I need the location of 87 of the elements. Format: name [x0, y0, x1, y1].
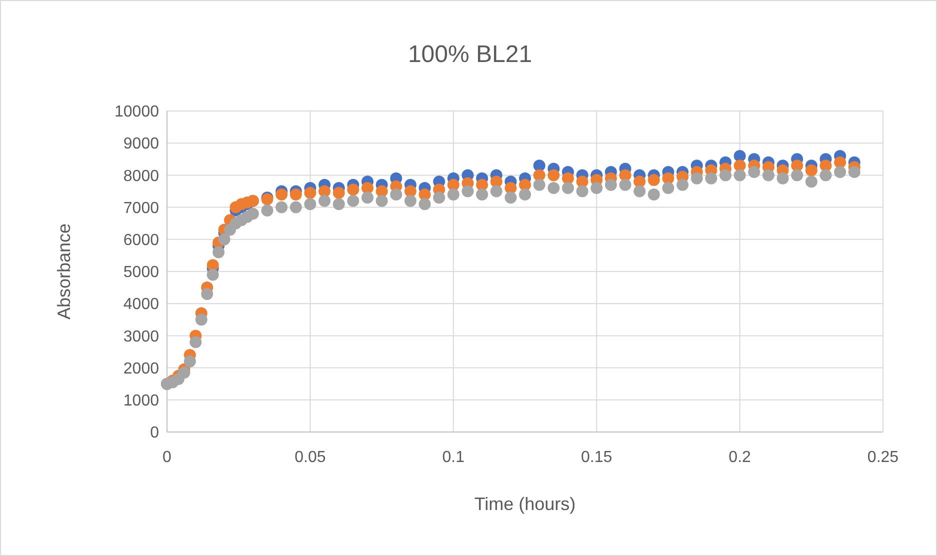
point	[634, 176, 646, 188]
y-tick-label: 4000	[123, 296, 160, 314]
point	[184, 355, 196, 368]
point	[504, 192, 517, 204]
y-tick-label: 10000	[114, 104, 160, 121]
point	[433, 192, 446, 204]
y-tick-label: 2000	[123, 360, 160, 378]
y-axis-title: Absorbance	[54, 223, 74, 320]
point	[476, 188, 488, 200]
x-tick-label: 0.2	[728, 449, 752, 466]
point	[347, 184, 360, 196]
point	[347, 194, 360, 207]
point	[805, 176, 818, 188]
point	[604, 178, 617, 191]
point	[820, 169, 832, 182]
point	[178, 366, 190, 379]
point	[548, 182, 560, 194]
chart-title: 100% BL21	[408, 41, 532, 68]
point	[533, 160, 546, 172]
point	[676, 178, 689, 191]
point	[548, 169, 560, 182]
point	[490, 176, 502, 188]
y-tick-label: 9000	[123, 136, 160, 153]
point	[318, 194, 331, 207]
point	[705, 172, 718, 184]
point	[390, 188, 402, 200]
point	[562, 182, 574, 194]
point	[276, 188, 288, 200]
point	[447, 188, 460, 200]
x-tick-label: 0.15	[581, 449, 612, 466]
point	[662, 182, 674, 194]
point	[791, 169, 804, 182]
point	[190, 336, 202, 348]
point	[834, 166, 846, 178]
point	[276, 201, 288, 214]
point	[576, 185, 588, 198]
point	[290, 188, 302, 200]
point	[376, 194, 388, 207]
y-tick-label: 8000	[123, 168, 160, 185]
point	[332, 186, 345, 199]
point	[418, 198, 431, 210]
point	[304, 186, 316, 199]
point	[332, 198, 345, 210]
point	[820, 160, 832, 172]
point	[195, 314, 208, 326]
point	[791, 160, 804, 172]
point	[648, 174, 660, 186]
y-tick-label: 5000	[123, 264, 160, 282]
point	[805, 164, 818, 176]
y-tick-label: 0	[150, 424, 160, 442]
point	[261, 204, 274, 217]
point	[490, 185, 502, 198]
point	[206, 259, 219, 272]
point	[690, 172, 703, 184]
point	[762, 169, 774, 182]
point	[734, 169, 746, 182]
point	[212, 246, 225, 258]
x-tick-label: 0.05	[294, 449, 326, 466]
point	[361, 192, 374, 204]
point	[404, 194, 416, 207]
point	[648, 188, 660, 200]
point	[776, 172, 789, 184]
point	[533, 178, 546, 191]
point	[206, 268, 219, 281]
point	[218, 233, 230, 246]
point	[848, 166, 860, 178]
point	[634, 185, 646, 198]
x-tick-label: 0	[162, 449, 172, 466]
point	[201, 288, 214, 300]
point	[290, 201, 302, 214]
point	[619, 178, 632, 191]
x-axis-title: Time (hours)	[474, 494, 576, 514]
y-tick-label: 6000	[123, 232, 160, 249]
point	[734, 160, 746, 172]
point	[748, 166, 760, 178]
y-tick-label: 3000	[123, 328, 160, 346]
x-tick-label: 0.1	[442, 449, 465, 466]
point	[519, 188, 531, 200]
y-tick-label: 7000	[123, 200, 160, 217]
y-tick-label: 1000	[123, 392, 160, 410]
point	[246, 208, 259, 220]
point	[576, 176, 588, 188]
x-tick-label: 0.25	[867, 449, 899, 466]
point	[719, 169, 732, 182]
point	[462, 185, 474, 198]
point	[304, 198, 316, 210]
point	[590, 182, 603, 194]
